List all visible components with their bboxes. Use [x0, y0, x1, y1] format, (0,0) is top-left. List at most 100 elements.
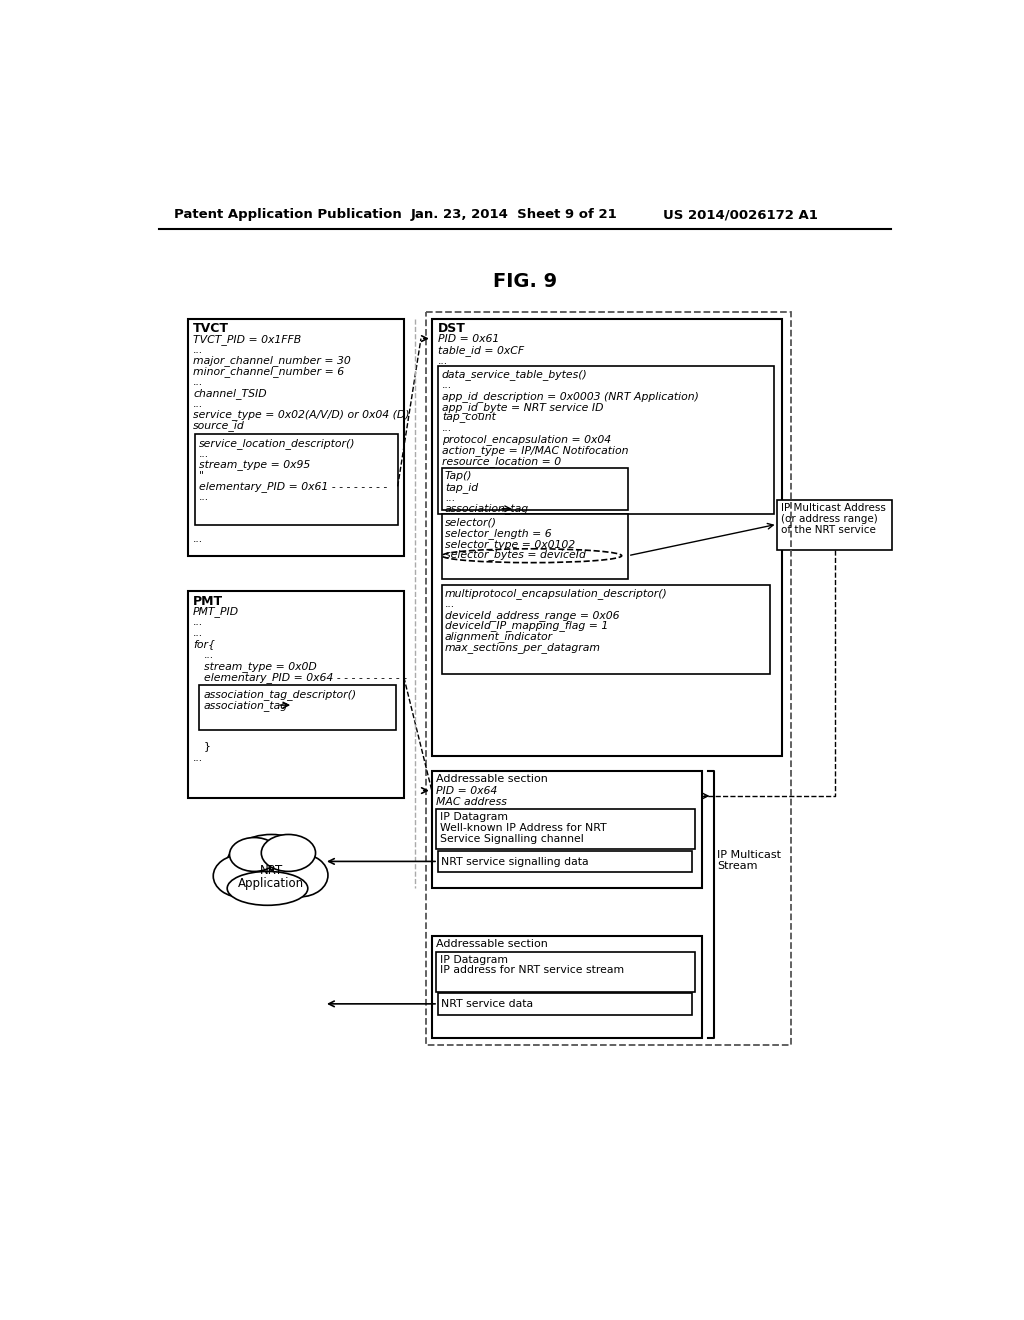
- Text: elementary_PID = 0x61 - - - - - - - -: elementary_PID = 0x61 - - - - - - - -: [200, 480, 387, 492]
- Text: ...: ...: [438, 355, 449, 366]
- Text: action_type = IP/MAC Notifocation: action_type = IP/MAC Notifocation: [442, 445, 629, 455]
- FancyBboxPatch shape: [438, 993, 692, 1015]
- FancyBboxPatch shape: [438, 367, 774, 515]
- Text: IP Datagram: IP Datagram: [439, 812, 508, 822]
- Text: PID = 0x64: PID = 0x64: [436, 785, 498, 796]
- FancyBboxPatch shape: [436, 952, 695, 991]
- Text: NRT: NRT: [260, 865, 283, 878]
- Text: app_id_description = 0x0003 (NRT Application): app_id_description = 0x0003 (NRT Applica…: [442, 391, 698, 401]
- Text: PID = 0x61: PID = 0x61: [438, 334, 500, 345]
- Text: US 2014/0026172 A1: US 2014/0026172 A1: [663, 209, 817, 222]
- Text: IP address for NRT service stream: IP address for NRT service stream: [439, 965, 624, 975]
- Text: selector_length = 6: selector_length = 6: [445, 528, 552, 539]
- Text: Patent Application Publication: Patent Application Publication: [174, 209, 402, 222]
- Text: tap_id: tap_id: [445, 482, 478, 492]
- FancyBboxPatch shape: [777, 499, 892, 549]
- Text: ...: ...: [194, 378, 203, 387]
- Text: alignment_indicator: alignment_indicator: [445, 631, 553, 642]
- Text: channel_TSID: channel_TSID: [194, 388, 266, 399]
- Text: data_service_table_bytes(): data_service_table_bytes(): [442, 370, 588, 380]
- Text: deviceId_IP_mapping_flag = 1: deviceId_IP_mapping_flag = 1: [445, 620, 608, 631]
- Text: NRT service data: NRT service data: [441, 999, 534, 1010]
- FancyBboxPatch shape: [432, 318, 782, 756]
- Text: source_id: source_id: [194, 420, 245, 432]
- Text: IP Datagram: IP Datagram: [439, 954, 508, 965]
- FancyBboxPatch shape: [188, 318, 403, 556]
- Text: resource_location = 0: resource_location = 0: [442, 455, 561, 466]
- Text: PMT_PID: PMT_PID: [194, 607, 240, 618]
- Text: Addressable section: Addressable section: [436, 774, 548, 784]
- Text: minor_channel_number = 6: minor_channel_number = 6: [194, 367, 344, 378]
- Text: MAC address: MAC address: [436, 797, 507, 807]
- FancyBboxPatch shape: [442, 585, 770, 673]
- Text: ...: ...: [204, 651, 214, 660]
- Text: ...: ...: [194, 628, 203, 638]
- Text: IP Multicast: IP Multicast: [717, 850, 781, 859]
- Text: table_id = 0xCF: table_id = 0xCF: [438, 345, 524, 355]
- Text: ...: ...: [200, 449, 210, 458]
- Text: association_tag_descriptor(): association_tag_descriptor(): [203, 689, 356, 700]
- Text: elementary_PID = 0x64 - - - - - - - - - -: elementary_PID = 0x64 - - - - - - - - - …: [204, 672, 407, 682]
- Text: DST: DST: [438, 322, 466, 335]
- Text: for{: for{: [194, 639, 215, 649]
- Text: ...: ...: [442, 380, 452, 391]
- Text: app_id_byte = NRT service ID: app_id_byte = NRT service ID: [442, 401, 603, 413]
- FancyBboxPatch shape: [432, 771, 701, 887]
- Text: service_type = 0x02(A/V/D) or 0x04 (D): service_type = 0x02(A/V/D) or 0x04 (D): [194, 409, 410, 420]
- Text: major_channel_number = 30: major_channel_number = 30: [194, 355, 351, 367]
- FancyBboxPatch shape: [442, 515, 628, 578]
- Text: Tap(): Tap(): [445, 471, 472, 480]
- Ellipse shape: [227, 871, 308, 906]
- Text: ...: ...: [194, 345, 203, 355]
- Text: ...: ...: [445, 599, 455, 609]
- Ellipse shape: [213, 854, 272, 898]
- Text: Stream: Stream: [717, 862, 758, 871]
- Text: Well-known IP Address for NRT: Well-known IP Address for NRT: [439, 822, 606, 833]
- Text: ...: ...: [445, 492, 456, 503]
- Ellipse shape: [261, 834, 315, 871]
- Text: tap_count: tap_count: [442, 412, 496, 422]
- Ellipse shape: [226, 834, 316, 896]
- Text: ...: ...: [194, 618, 203, 627]
- Text: stream_type = 0x95: stream_type = 0x95: [200, 459, 310, 470]
- FancyBboxPatch shape: [200, 685, 396, 730]
- Text: max_sections_per_datagram: max_sections_per_datagram: [445, 642, 601, 653]
- Text: ...: ...: [200, 492, 210, 502]
- Ellipse shape: [229, 838, 280, 871]
- Text: service_location_descriptor(): service_location_descriptor(): [200, 438, 355, 449]
- Text: TVCT_PID = 0x1FFB: TVCT_PID = 0x1FFB: [194, 334, 301, 345]
- Text: selector_bytes = deviceId: selector_bytes = deviceId: [445, 549, 586, 561]
- Text: }: }: [204, 742, 211, 751]
- Text: Service Signalling channel: Service Signalling channel: [439, 834, 584, 843]
- Text: PMT: PMT: [194, 595, 223, 609]
- FancyBboxPatch shape: [432, 936, 701, 1038]
- Text: IP Multicast Address: IP Multicast Address: [781, 503, 886, 513]
- Text: stream_type = 0x0D: stream_type = 0x0D: [204, 661, 316, 672]
- Text: protocol_encapsulation = 0x04: protocol_encapsulation = 0x04: [442, 434, 611, 445]
- Text: TVCT: TVCT: [194, 322, 229, 335]
- Text: association_tag: association_tag: [203, 701, 288, 711]
- FancyBboxPatch shape: [438, 850, 692, 873]
- Text: multiprotocol_encapsulation_descriptor(): multiprotocol_encapsulation_descriptor(): [445, 589, 668, 599]
- Text: NRT service signalling data: NRT service signalling data: [441, 857, 589, 867]
- Ellipse shape: [272, 854, 328, 896]
- Text: selector_type = 0x0102: selector_type = 0x0102: [445, 539, 575, 549]
- Text: of the NRT service: of the NRT service: [781, 525, 877, 535]
- FancyBboxPatch shape: [436, 809, 695, 849]
- Text: Jan. 23, 2014  Sheet 9 of 21: Jan. 23, 2014 Sheet 9 of 21: [411, 209, 617, 222]
- Text: ...: ...: [442, 424, 452, 433]
- FancyBboxPatch shape: [188, 591, 403, 797]
- Text: Addressable section: Addressable section: [436, 940, 548, 949]
- Text: ...: ...: [194, 535, 203, 544]
- Text: Application: Application: [239, 876, 304, 890]
- Text: (or address range): (or address range): [781, 515, 878, 524]
- FancyBboxPatch shape: [442, 469, 628, 511]
- Text: ...: ...: [194, 752, 203, 763]
- Text: deviceId_address_range = 0x06: deviceId_address_range = 0x06: [445, 610, 620, 620]
- Text: association_tag: association_tag: [445, 503, 529, 515]
- Text: ...: ...: [194, 399, 203, 409]
- Text: selector(): selector(): [445, 517, 497, 527]
- Text: FIG. 9: FIG. 9: [493, 272, 557, 292]
- FancyBboxPatch shape: [195, 434, 397, 525]
- Text: ": ": [200, 470, 204, 480]
